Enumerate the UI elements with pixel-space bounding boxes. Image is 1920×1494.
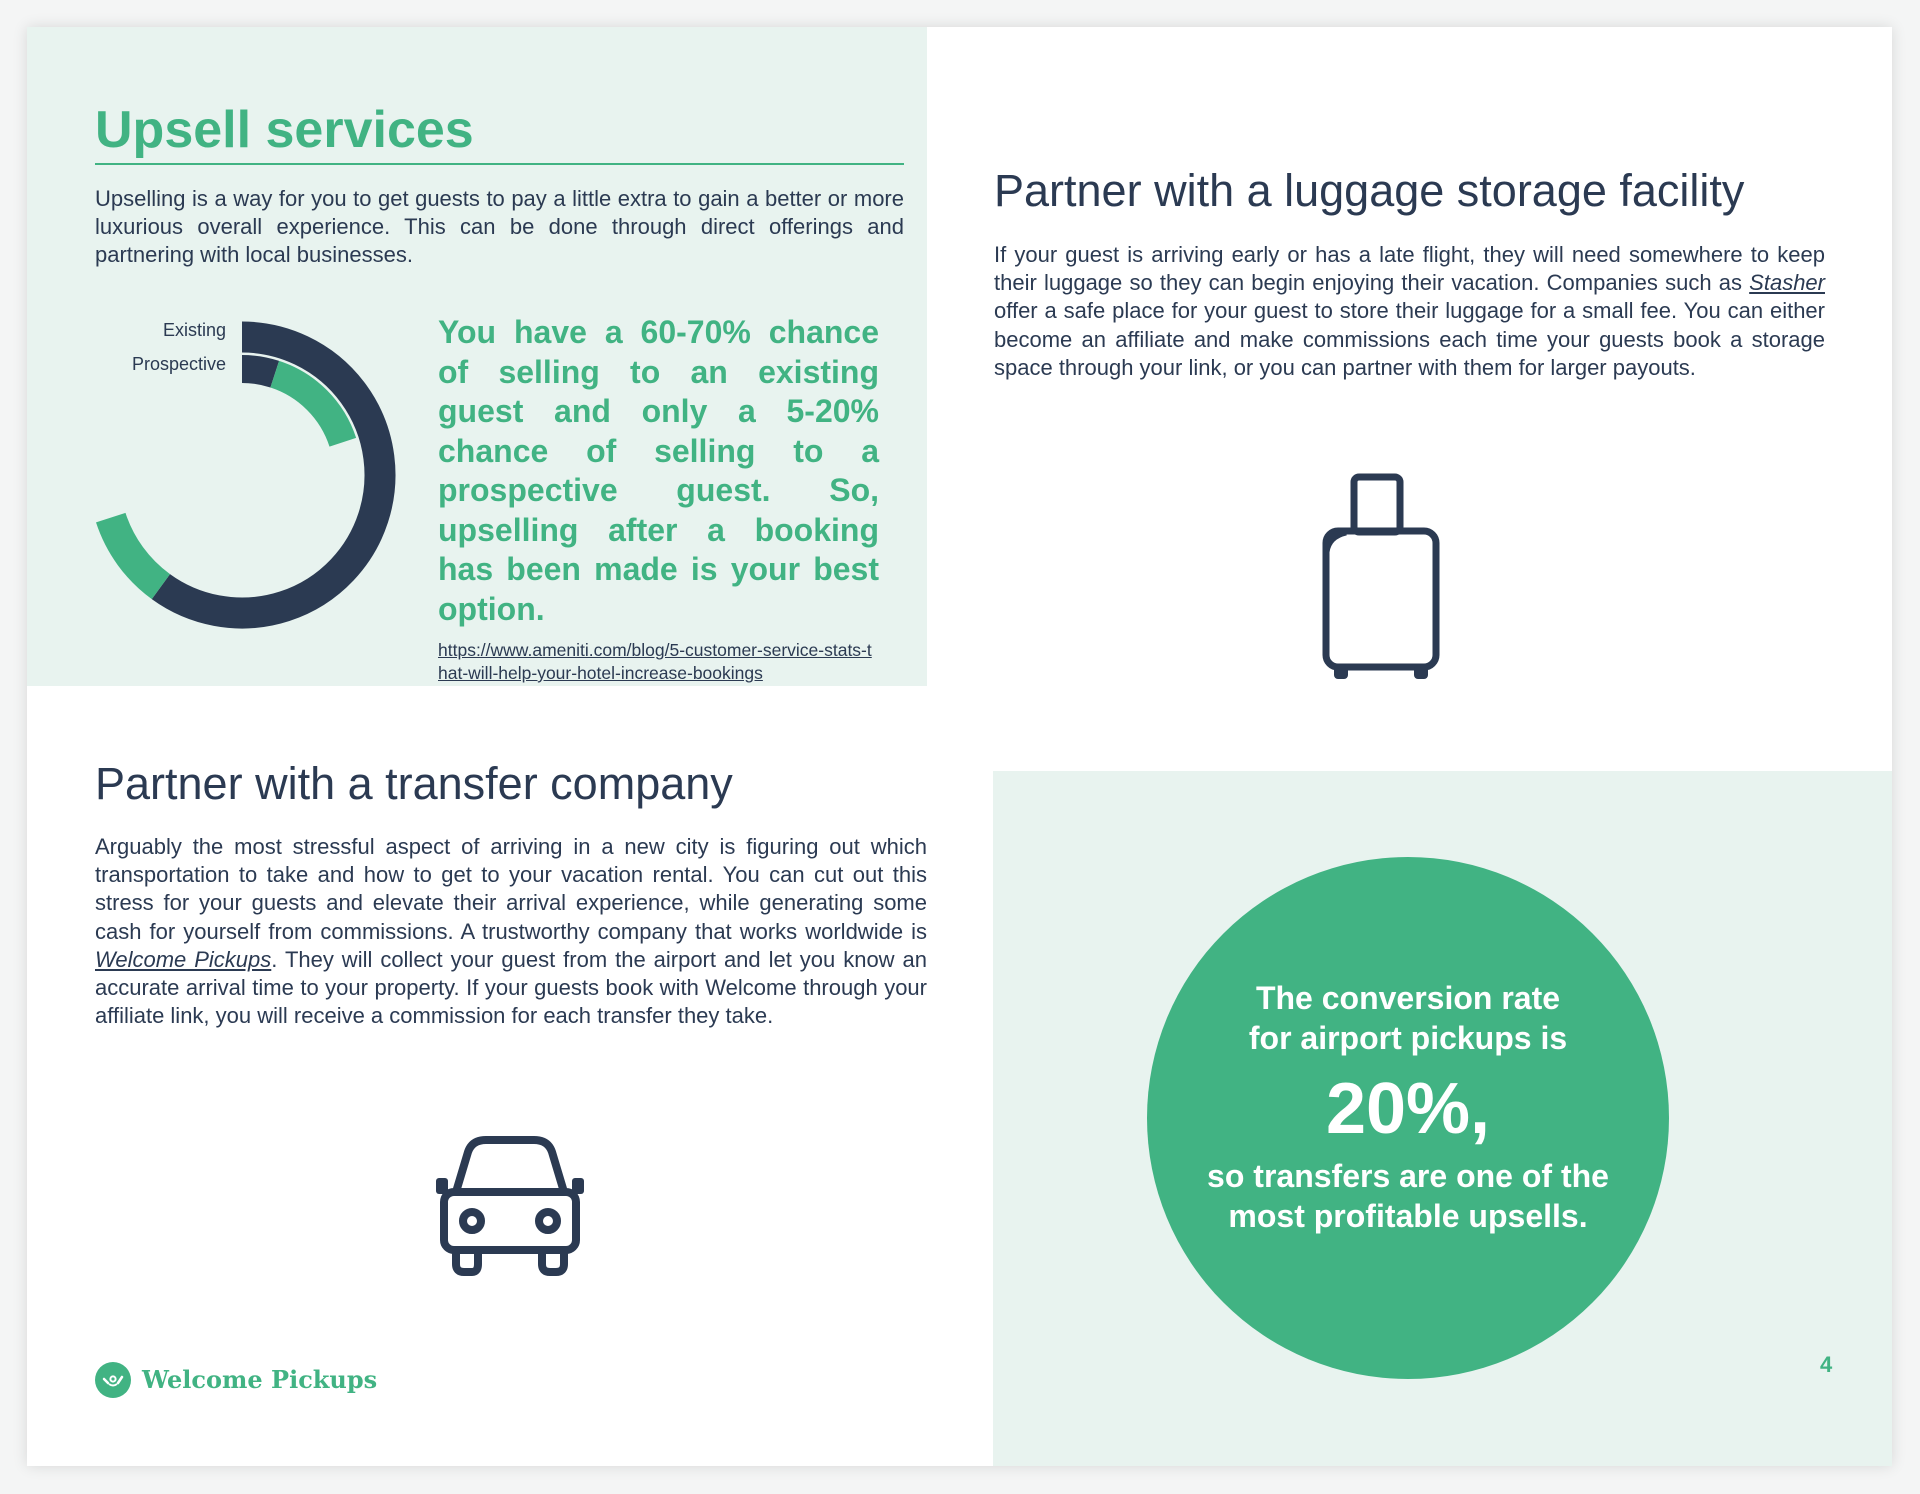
upsell-highlight: You have a 60-70% chance of selling to a… [438,314,879,627]
luggage-title: Partner with a luggage storage facility [994,165,1745,216]
stat-line-3: so transfers are one of the [1207,1158,1609,1194]
welcome-pickups-link[interactable]: Welcome Pickups [95,946,272,972]
brochure-page [27,27,1892,1466]
welcome-pickups-logo-icon [95,1362,131,1398]
transfer-title: Partner with a transfer company [95,758,733,809]
existing-base-arc [151,321,396,629]
upsell-donut-chart [96,321,396,629]
transfer-text-end: . They will collect your guest from the … [95,946,927,1029]
transfer-text-start: Arguably the most stressful aspect of ar… [95,834,927,944]
luggage-text-end: offer a safe place for your guest to sto… [994,298,1825,380]
luggage-text: If your guest is arriving early or has a… [994,241,1825,382]
prospective-range-arc [269,360,357,448]
upsell-intro: Upselling is a way for you to get guests… [95,186,904,268]
stat-line-1: The conversion rate [1255,980,1561,1016]
luggage-text-start: If your guest is arriving early or has a… [994,242,1825,296]
existing-range-arc [96,512,171,600]
conversion-stat-circle: The conversion rate for airport pickups … [1147,857,1669,1379]
stat-line-4: most profitable upsells. [1228,1198,1588,1234]
title-underline [95,163,904,165]
stat-line-2: for airport pickups is [1248,1020,1568,1056]
transfer-text: Arguably the most stressful aspect of ar… [95,833,927,1030]
legend-existing: Existing [162,320,226,340]
legend-prospective: Prospective [131,354,226,374]
suitcase-icon [1322,473,1440,679]
page-number: 4 [1820,1352,1833,1377]
stat-value: 20%, [1325,1069,1491,1149]
stasher-link[interactable]: Stasher [1749,270,1825,296]
prospective-base-arc [241,355,280,388]
upsell-panel [27,27,927,686]
source-link[interactable]: https://www.ameniti.com/blog/5-customer-… [438,640,872,683]
car-icon [436,1136,584,1276]
brand-name: Welcome Pickups [142,1365,378,1394]
upsell-highlight-block: You have a 60-70% chance of selling to a… [438,313,879,685]
upsell-title: Upsell services [95,101,474,159]
